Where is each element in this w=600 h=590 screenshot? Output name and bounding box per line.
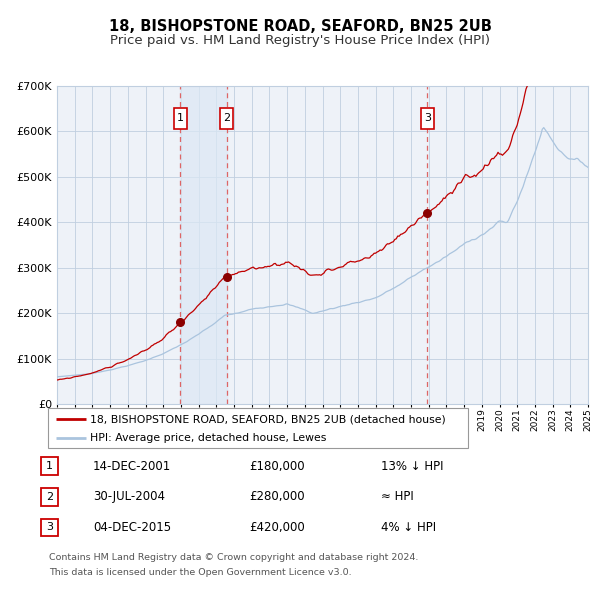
Text: 2: 2 bbox=[223, 113, 230, 123]
Text: 4% ↓ HPI: 4% ↓ HPI bbox=[381, 521, 436, 534]
Bar bbox=[174, 108, 187, 129]
Text: 13% ↓ HPI: 13% ↓ HPI bbox=[381, 460, 443, 473]
Text: Price paid vs. HM Land Registry's House Price Index (HPI): Price paid vs. HM Land Registry's House … bbox=[110, 34, 490, 47]
FancyBboxPatch shape bbox=[48, 408, 468, 448]
Text: 04-DEC-2015: 04-DEC-2015 bbox=[93, 521, 171, 534]
Text: £280,000: £280,000 bbox=[249, 490, 305, 503]
Text: 14-DEC-2001: 14-DEC-2001 bbox=[93, 460, 171, 473]
Text: £420,000: £420,000 bbox=[249, 521, 305, 534]
Text: £180,000: £180,000 bbox=[249, 460, 305, 473]
Text: 1: 1 bbox=[46, 461, 53, 471]
Text: 3: 3 bbox=[46, 523, 53, 532]
Text: 2: 2 bbox=[46, 492, 53, 502]
Bar bbox=[220, 108, 233, 129]
Text: 1: 1 bbox=[176, 113, 184, 123]
Text: This data is licensed under the Open Government Licence v3.0.: This data is licensed under the Open Gov… bbox=[49, 568, 352, 577]
Text: Contains HM Land Registry data © Crown copyright and database right 2024.: Contains HM Land Registry data © Crown c… bbox=[49, 553, 419, 562]
Bar bbox=[421, 108, 434, 129]
Text: HPI: Average price, detached house, Lewes: HPI: Average price, detached house, Lewe… bbox=[90, 432, 326, 442]
Text: 3: 3 bbox=[424, 113, 431, 123]
Text: 18, BISHOPSTONE ROAD, SEAFORD, BN25 2UB: 18, BISHOPSTONE ROAD, SEAFORD, BN25 2UB bbox=[109, 19, 491, 34]
Text: 30-JUL-2004: 30-JUL-2004 bbox=[93, 490, 165, 503]
Text: ≈ HPI: ≈ HPI bbox=[381, 490, 414, 503]
Text: 18, BISHOPSTONE ROAD, SEAFORD, BN25 2UB (detached house): 18, BISHOPSTONE ROAD, SEAFORD, BN25 2UB … bbox=[90, 414, 446, 424]
Bar bbox=[180, 86, 227, 404]
